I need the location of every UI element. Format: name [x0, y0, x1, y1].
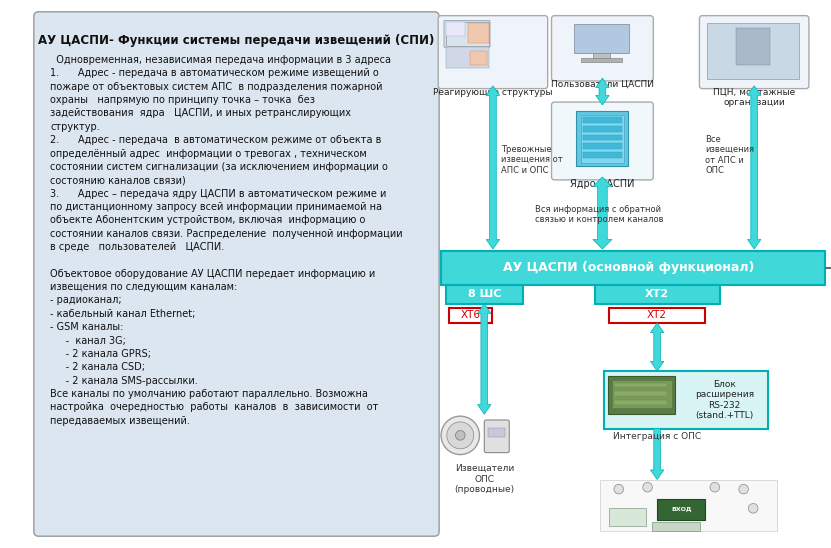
- Bar: [446, 22, 465, 36]
- Text: АУ ЦАСПИ (основной функционал): АУ ЦАСПИ (основной функционал): [503, 261, 754, 274]
- Text: АУ ЦАСПИ- Функции системы передачи извещений (СПИ): АУ ЦАСПИ- Функции системы передачи извещ…: [38, 34, 435, 47]
- Polygon shape: [596, 78, 609, 105]
- Bar: [581, 115, 623, 163]
- Bar: [470, 51, 487, 65]
- Bar: [583, 135, 622, 140]
- Text: ВХОД: ВХОД: [671, 507, 691, 512]
- Bar: [449, 307, 492, 323]
- Text: Блок
расширения
RS-232
(stand.+TTL): Блок расширения RS-232 (stand.+TTL): [695, 380, 754, 420]
- Text: ХТ2: ХТ2: [647, 310, 667, 320]
- FancyBboxPatch shape: [552, 16, 653, 81]
- Polygon shape: [478, 304, 491, 414]
- Bar: [612, 380, 671, 408]
- Bar: [736, 28, 770, 65]
- FancyBboxPatch shape: [484, 420, 509, 453]
- FancyBboxPatch shape: [438, 16, 548, 89]
- Bar: [583, 152, 622, 158]
- Bar: [581, 58, 622, 62]
- Circle shape: [455, 431, 465, 440]
- Circle shape: [614, 484, 623, 494]
- Circle shape: [441, 416, 479, 454]
- Bar: [652, 522, 701, 532]
- Bar: [488, 427, 505, 437]
- Text: Реагирующие структуры: Реагирующие структуры: [433, 88, 553, 96]
- Text: Все
извещения
от АПС и
ОПС: Все извещения от АПС и ОПС: [706, 135, 755, 175]
- Circle shape: [749, 504, 758, 513]
- Bar: [573, 24, 629, 53]
- Text: Пользователи ЦАСПИ: Пользователи ЦАСПИ: [551, 80, 654, 89]
- Bar: [707, 24, 799, 79]
- Text: Вся информация с обратной
связью и контролем каналов: Вся информация с обратной связью и контр…: [535, 205, 664, 224]
- Circle shape: [710, 482, 720, 492]
- Bar: [599, 480, 777, 532]
- Bar: [583, 144, 622, 149]
- Circle shape: [739, 484, 749, 494]
- Bar: [609, 509, 646, 526]
- Text: ХТ6: ХТ6: [460, 310, 480, 320]
- Polygon shape: [651, 323, 664, 371]
- Polygon shape: [486, 85, 499, 249]
- Polygon shape: [747, 85, 761, 249]
- Bar: [441, 251, 825, 284]
- Bar: [583, 126, 622, 132]
- Polygon shape: [651, 429, 664, 480]
- Bar: [583, 117, 622, 123]
- FancyBboxPatch shape: [34, 12, 439, 536]
- Bar: [609, 307, 706, 323]
- Text: 8 ШС: 8 ШС: [468, 289, 501, 299]
- Text: Извещатели
ОПС
(проводные): Извещатели ОПС (проводные): [455, 464, 514, 494]
- Bar: [446, 284, 523, 304]
- Circle shape: [642, 482, 652, 492]
- Polygon shape: [593, 177, 612, 249]
- Bar: [657, 499, 706, 520]
- Text: Интеграция с ОПС: Интеграция с ОПС: [613, 431, 701, 441]
- FancyBboxPatch shape: [444, 20, 490, 47]
- Bar: [446, 22, 489, 47]
- Bar: [614, 383, 666, 387]
- FancyBboxPatch shape: [552, 102, 653, 180]
- Bar: [595, 284, 720, 304]
- Bar: [576, 111, 628, 167]
- Bar: [468, 24, 489, 43]
- Bar: [593, 53, 610, 58]
- Bar: [446, 47, 489, 68]
- Text: Тревожные
извещения от
АПС и ОПС: Тревожные извещения от АПС и ОПС: [500, 145, 563, 175]
- Bar: [604, 371, 768, 429]
- Text: ПЦН, монтажные
организации: ПЦН, монтажные организации: [713, 88, 795, 107]
- Bar: [614, 391, 666, 396]
- Bar: [614, 400, 666, 404]
- Bar: [608, 376, 676, 414]
- Text: Ядро ЦАСПИ: Ядро ЦАСПИ: [570, 179, 635, 189]
- Text: ХТ2: ХТ2: [645, 289, 669, 299]
- Text: Одновременная, независимая передача информации в 3 адреса
1.      Адрес - переда: Одновременная, независимая передача инфо…: [50, 55, 403, 426]
- FancyBboxPatch shape: [700, 16, 809, 89]
- Circle shape: [447, 422, 474, 449]
